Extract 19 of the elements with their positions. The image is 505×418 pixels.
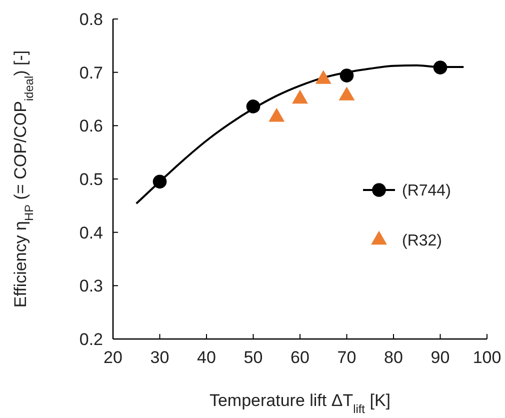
x-tick-label: 60 — [290, 348, 310, 367]
legend-label: (R744) — [402, 182, 451, 200]
x-tick-label: 100 — [472, 348, 502, 367]
x-tick-label: 80 — [384, 348, 403, 367]
x-axis-title: Temperature lift ΔT$_{lift}$ [K] — [209, 391, 391, 416]
x-tick-label: 30 — [150, 348, 170, 367]
x-tick-label: 70 — [337, 348, 356, 367]
y-tick-label: 0.5 — [79, 170, 103, 189]
y-tick-label: 0.2 — [79, 330, 103, 349]
x-tick-label: 90 — [430, 348, 450, 367]
y-tick-label: 0.4 — [79, 223, 103, 242]
x-tick-label: 20 — [104, 348, 122, 367]
x-tick-label: 50 — [244, 348, 263, 367]
y-tick-label: 0.7 — [79, 63, 103, 82]
legend-label: (R32) — [402, 232, 442, 250]
y-tick-label: 0.3 — [79, 276, 103, 296]
y-tick-label: 0.6 — [79, 116, 103, 136]
y-tick-label: 0.8 — [79, 10, 103, 29]
x-tick-label: 40 — [197, 348, 216, 367]
